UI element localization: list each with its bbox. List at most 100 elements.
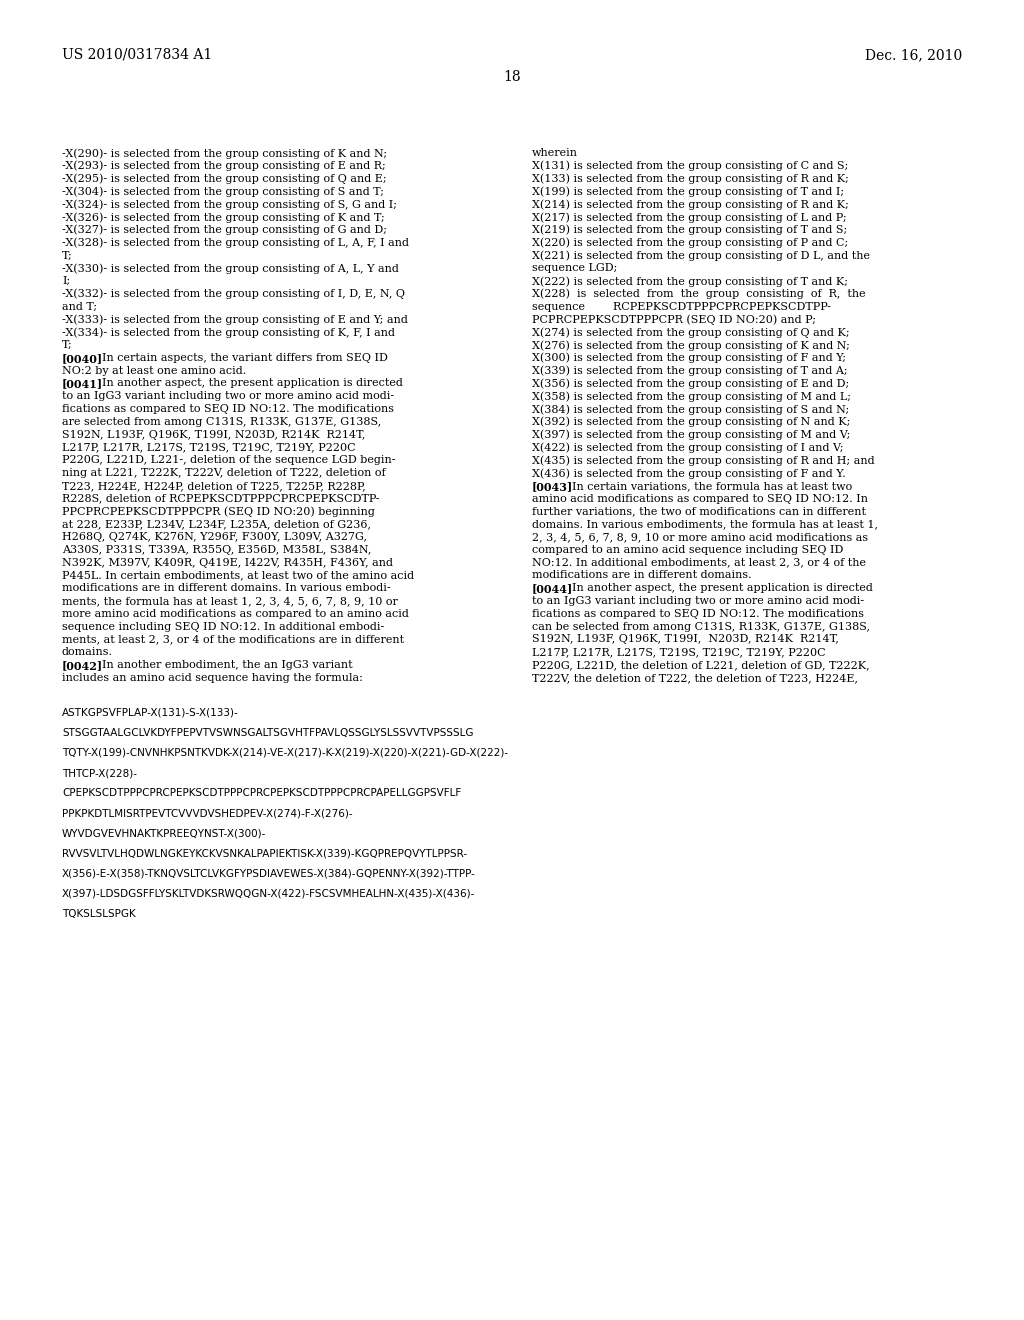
Text: X(397) is selected from the group consisting of M and V;: X(397) is selected from the group consis… <box>532 429 850 440</box>
Text: and T;: and T; <box>62 301 97 312</box>
Text: X(339) is selected from the group consisting of T and A;: X(339) is selected from the group consis… <box>532 366 848 376</box>
Text: PCPRCPEPKSCDTPPPCPR (SEQ ID NO:20) and P;: PCPRCPEPKSCDTPPPCPR (SEQ ID NO:20) and P… <box>532 314 816 325</box>
Text: -X(328)- is selected from the group consisting of L, A, F, I and: -X(328)- is selected from the group cons… <box>62 238 409 248</box>
Text: NO:2 by at least one amino acid.: NO:2 by at least one amino acid. <box>62 366 246 376</box>
Text: X(384) is selected from the group consisting of S and N;: X(384) is selected from the group consis… <box>532 404 849 414</box>
Text: P445L. In certain embodiments, at least two of the amino acid: P445L. In certain embodiments, at least … <box>62 570 414 581</box>
Text: X(300) is selected from the group consisting of F and Y;: X(300) is selected from the group consis… <box>532 352 846 363</box>
Text: X(435) is selected from the group consisting of R and H; and: X(435) is selected from the group consis… <box>532 455 874 466</box>
Text: amino acid modifications as compared to SEQ ID NO:12. In: amino acid modifications as compared to … <box>532 494 868 504</box>
Text: [0041]: [0041] <box>62 379 103 389</box>
Text: H268Q, Q274K, K276N, Y296F, F300Y, L309V, A327G,: H268Q, Q274K, K276N, Y296F, F300Y, L309V… <box>62 532 367 543</box>
Text: fications as compared to SEQ ID NO:12. The modifications: fications as compared to SEQ ID NO:12. T… <box>532 609 864 619</box>
Text: -X(293)- is selected from the group consisting of E and R;: -X(293)- is selected from the group cons… <box>62 161 386 172</box>
Text: X(356) is selected from the group consisting of E and D;: X(356) is selected from the group consis… <box>532 379 849 389</box>
Text: [0042]: [0042] <box>62 660 103 671</box>
Text: CPEPKSCDTPPPCPRCPEPKSCDTPPPCPRCPEPKSCDTPPPCPRCPAPELLGGPSVFLF: CPEPKSCDTPPPCPRCPEPKSCDTPPPCPRCPEPKSCDTP… <box>62 788 461 799</box>
Text: X(274) is selected from the group consisting of Q and K;: X(274) is selected from the group consis… <box>532 327 850 338</box>
Text: In certain aspects, the variant differs from SEQ ID: In certain aspects, the variant differs … <box>102 352 388 363</box>
Text: X(222) is selected from the group consisting of T and K;: X(222) is selected from the group consis… <box>532 276 848 286</box>
Text: In another embodiment, the an IgG3 variant: In another embodiment, the an IgG3 varia… <box>102 660 352 671</box>
Text: modifications are in different domains. In various embodi-: modifications are in different domains. … <box>62 583 390 593</box>
Text: 18: 18 <box>503 70 521 84</box>
Text: domains. In various embodiments, the formula has at least 1,: domains. In various embodiments, the for… <box>532 519 878 529</box>
Text: RVVSVLTVLHQDWLNGKEYKCKVSNKALPAPIEKTISK-X(339)-KGQPREPQVYTLPPSR-: RVVSVLTVLHQDWLNGKEYKCKVSNKALPAPIEKTISK-X… <box>62 849 467 858</box>
Text: can be selected from among C131S, R133K, G137E, G138S,: can be selected from among C131S, R133K,… <box>532 622 870 631</box>
Text: more amino acid modifications as compared to an amino acid: more amino acid modifications as compare… <box>62 609 409 619</box>
Text: ments, the formula has at least 1, 2, 3, 4, 5, 6, 7, 8, 9, 10 or: ments, the formula has at least 1, 2, 3,… <box>62 597 398 606</box>
Text: T;: T; <box>62 251 73 260</box>
Text: -X(334)- is selected from the group consisting of K, F, I and: -X(334)- is selected from the group cons… <box>62 327 395 338</box>
Text: sequence including SEQ ID NO:12. In additional embodi-: sequence including SEQ ID NO:12. In addi… <box>62 622 384 631</box>
Text: S192N, L193F, Q196K, T199I,  N203D, R214K  R214T,: S192N, L193F, Q196K, T199I, N203D, R214K… <box>532 635 839 644</box>
Text: [0040]: [0040] <box>62 352 103 364</box>
Text: PPCPRCPEPKSCDTPPPCPR (SEQ ID NO:20) beginning: PPCPRCPEPKSCDTPPPCPR (SEQ ID NO:20) begi… <box>62 507 375 517</box>
Text: T222V, the deletion of T222, the deletion of T223, H224E,: T222V, the deletion of T222, the deletio… <box>532 673 858 682</box>
Text: -X(304)- is selected from the group consisting of S and T;: -X(304)- is selected from the group cons… <box>62 186 384 197</box>
Text: L217P, L217R, L217S, T219S, T219C, T219Y, P220C: L217P, L217R, L217S, T219S, T219C, T219Y… <box>532 647 825 657</box>
Text: In another aspect, the present application is directed: In another aspect, the present applicati… <box>572 583 872 593</box>
Text: modifications are in different domains.: modifications are in different domains. <box>532 570 752 581</box>
Text: TQTY-X(199)-CNVNHKPSNTKVDK-X(214)-VE-X(217)-K-X(219)-X(220)-X(221)-GD-X(222)-: TQTY-X(199)-CNVNHKPSNTKVDK-X(214)-VE-X(2… <box>62 748 508 758</box>
Text: X(392) is selected from the group consisting of N and K;: X(392) is selected from the group consis… <box>532 417 850 428</box>
Text: PPKPKDTLMISRTPEVTCVVVDVSHEDPEV-X(274)-F-X(276)-: PPKPKDTLMISRTPEVTCVVVDVSHEDPEV-X(274)-F-… <box>62 808 352 818</box>
Text: X(276) is selected from the group consisting of K and N;: X(276) is selected from the group consis… <box>532 341 850 351</box>
Text: to an IgG3 variant including two or more amino acid modi-: to an IgG3 variant including two or more… <box>62 391 394 401</box>
Text: P220G, L221D, L221-, deletion of the sequence LGD begin-: P220G, L221D, L221-, deletion of the seq… <box>62 455 395 465</box>
Text: A330S, P331S, T339A, R355Q, E356D, M358L, S384N,: A330S, P331S, T339A, R355Q, E356D, M358L… <box>62 545 372 554</box>
Text: X(228)  is  selected  from  the  group  consisting  of  R,  the: X(228) is selected from the group consis… <box>532 289 865 300</box>
Text: includes an amino acid sequence having the formula:: includes an amino acid sequence having t… <box>62 673 362 682</box>
Text: X(422) is selected from the group consisting of I and V;: X(422) is selected from the group consis… <box>532 442 844 453</box>
Text: T;: T; <box>62 341 73 350</box>
Text: T223, H224E, H224P, deletion of T225, T225P, R228P,: T223, H224E, H224P, deletion of T225, T2… <box>62 480 366 491</box>
Text: X(131) is selected from the group consisting of C and S;: X(131) is selected from the group consis… <box>532 161 848 172</box>
Text: THTCP-X(228)-: THTCP-X(228)- <box>62 768 137 777</box>
Text: -X(333)- is selected from the group consisting of E and Y; and: -X(333)- is selected from the group cons… <box>62 314 408 325</box>
Text: wherein: wherein <box>532 148 578 158</box>
Text: Dec. 16, 2010: Dec. 16, 2010 <box>864 48 962 62</box>
Text: US 2010/0317834 A1: US 2010/0317834 A1 <box>62 48 212 62</box>
Text: ning at L221, T222K, T222V, deletion of T222, deletion of: ning at L221, T222K, T222V, deletion of … <box>62 469 386 478</box>
Text: X(219) is selected from the group consisting of T and S;: X(219) is selected from the group consis… <box>532 224 847 235</box>
Text: P220G, L221D, the deletion of L221, deletion of GD, T222K,: P220G, L221D, the deletion of L221, dele… <box>532 660 869 671</box>
Text: TQKSLSLSPGK: TQKSLSLSPGK <box>62 909 136 919</box>
Text: [0044]: [0044] <box>532 583 573 594</box>
Text: S192N, L193F, Q196K, T199I, N203D, R214K  R214T,: S192N, L193F, Q196K, T199I, N203D, R214K… <box>62 429 366 440</box>
Text: In certain variations, the formula has at least two: In certain variations, the formula has a… <box>572 480 852 491</box>
Text: -X(326)- is selected from the group consisting of K and T;: -X(326)- is selected from the group cons… <box>62 213 385 223</box>
Text: X(199) is selected from the group consisting of T and I;: X(199) is selected from the group consis… <box>532 186 844 197</box>
Text: X(356)-E-X(358)-TKNQVSLTCLVKGFYPSDIAVEWES-X(384)-GQPENNY-X(392)-TTPP-: X(356)-E-X(358)-TKNQVSLTCLVKGFYPSDIAVEWE… <box>62 869 476 879</box>
Text: In another aspect, the present application is directed: In another aspect, the present applicati… <box>102 379 402 388</box>
Text: X(436) is selected from the group consisting of F and Y.: X(436) is selected from the group consis… <box>532 469 846 479</box>
Text: sequence        RCPEPKSCDTPPPCPRCPEPKSCDTPP-: sequence RCPEPKSCDTPPPCPRCPEPKSCDTPP- <box>532 301 830 312</box>
Text: compared to an amino acid sequence including SEQ ID: compared to an amino acid sequence inclu… <box>532 545 844 554</box>
Text: [0043]: [0043] <box>532 480 573 492</box>
Text: ments, at least 2, 3, or 4 of the modifications are in different: ments, at least 2, 3, or 4 of the modifi… <box>62 635 404 644</box>
Text: L217P, L217R, L217S, T219S, T219C, T219Y, P220C: L217P, L217R, L217S, T219S, T219C, T219Y… <box>62 442 355 453</box>
Text: further variations, the two of modifications can in different: further variations, the two of modificat… <box>532 507 866 516</box>
Text: -X(327)- is selected from the group consisting of G and D;: -X(327)- is selected from the group cons… <box>62 224 387 235</box>
Text: R228S, deletion of RCPEPKSCDTPPPCPRCPEPKSCDTP-: R228S, deletion of RCPEPKSCDTPPPCPRCPEPK… <box>62 494 380 504</box>
Text: to an IgG3 variant including two or more amino acid modi-: to an IgG3 variant including two or more… <box>532 597 864 606</box>
Text: X(214) is selected from the group consisting of R and K;: X(214) is selected from the group consis… <box>532 199 849 210</box>
Text: -X(290)- is selected from the group consisting of K and N;: -X(290)- is selected from the group cons… <box>62 148 387 158</box>
Text: I;: I; <box>62 276 71 286</box>
Text: -X(330)- is selected from the group consisting of A, L, Y and: -X(330)- is selected from the group cons… <box>62 263 399 273</box>
Text: X(220) is selected from the group consisting of P and C;: X(220) is selected from the group consis… <box>532 238 848 248</box>
Text: X(133) is selected from the group consisting of R and K;: X(133) is selected from the group consis… <box>532 174 849 185</box>
Text: are selected from among C131S, R133K, G137E, G138S,: are selected from among C131S, R133K, G1… <box>62 417 381 426</box>
Text: X(221) is selected from the group consisting of D L, and the: X(221) is selected from the group consis… <box>532 251 870 261</box>
Text: NO:12. In additional embodiments, at least 2, 3, or 4 of the: NO:12. In additional embodiments, at lea… <box>532 557 866 568</box>
Text: WYVDGVEVHNAKTKPREEQYNST-X(300)-: WYVDGVEVHNAKTKPREEQYNST-X(300)- <box>62 829 266 838</box>
Text: X(397)-LDSDGSFFLYSKLTVDKSRWQQGN-X(422)-FSCSVMHEALHN-X(435)-X(436)-: X(397)-LDSDGSFFLYSKLTVDKSRWQQGN-X(422)-F… <box>62 888 475 899</box>
Text: X(217) is selected from the group consisting of L and P;: X(217) is selected from the group consis… <box>532 213 847 223</box>
Text: sequence LGD;: sequence LGD; <box>532 263 617 273</box>
Text: -X(295)- is selected from the group consisting of Q and E;: -X(295)- is selected from the group cons… <box>62 174 387 185</box>
Text: STSGGTAALGCLVKDYFPEPVTVSWNSGALTSGVHTFPAVLQSSGLYSLSSVVTVPSSSLG: STSGGTAALGCLVKDYFPEPVTVSWNSGALTSGVHTFPAV… <box>62 727 473 738</box>
Text: X(358) is selected from the group consisting of M and L;: X(358) is selected from the group consis… <box>532 391 851 401</box>
Text: fications as compared to SEQ ID NO:12. The modifications: fications as compared to SEQ ID NO:12. T… <box>62 404 394 414</box>
Text: 2, 3, 4, 5, 6, 7, 8, 9, 10 or more amino acid modifications as: 2, 3, 4, 5, 6, 7, 8, 9, 10 or more amino… <box>532 532 868 543</box>
Text: domains.: domains. <box>62 647 113 657</box>
Text: N392K, M397V, K409R, Q419E, I422V, R435H, F436Y, and: N392K, M397V, K409R, Q419E, I422V, R435H… <box>62 557 393 568</box>
Text: -X(332)- is selected from the group consisting of I, D, E, N, Q: -X(332)- is selected from the group cons… <box>62 289 406 300</box>
